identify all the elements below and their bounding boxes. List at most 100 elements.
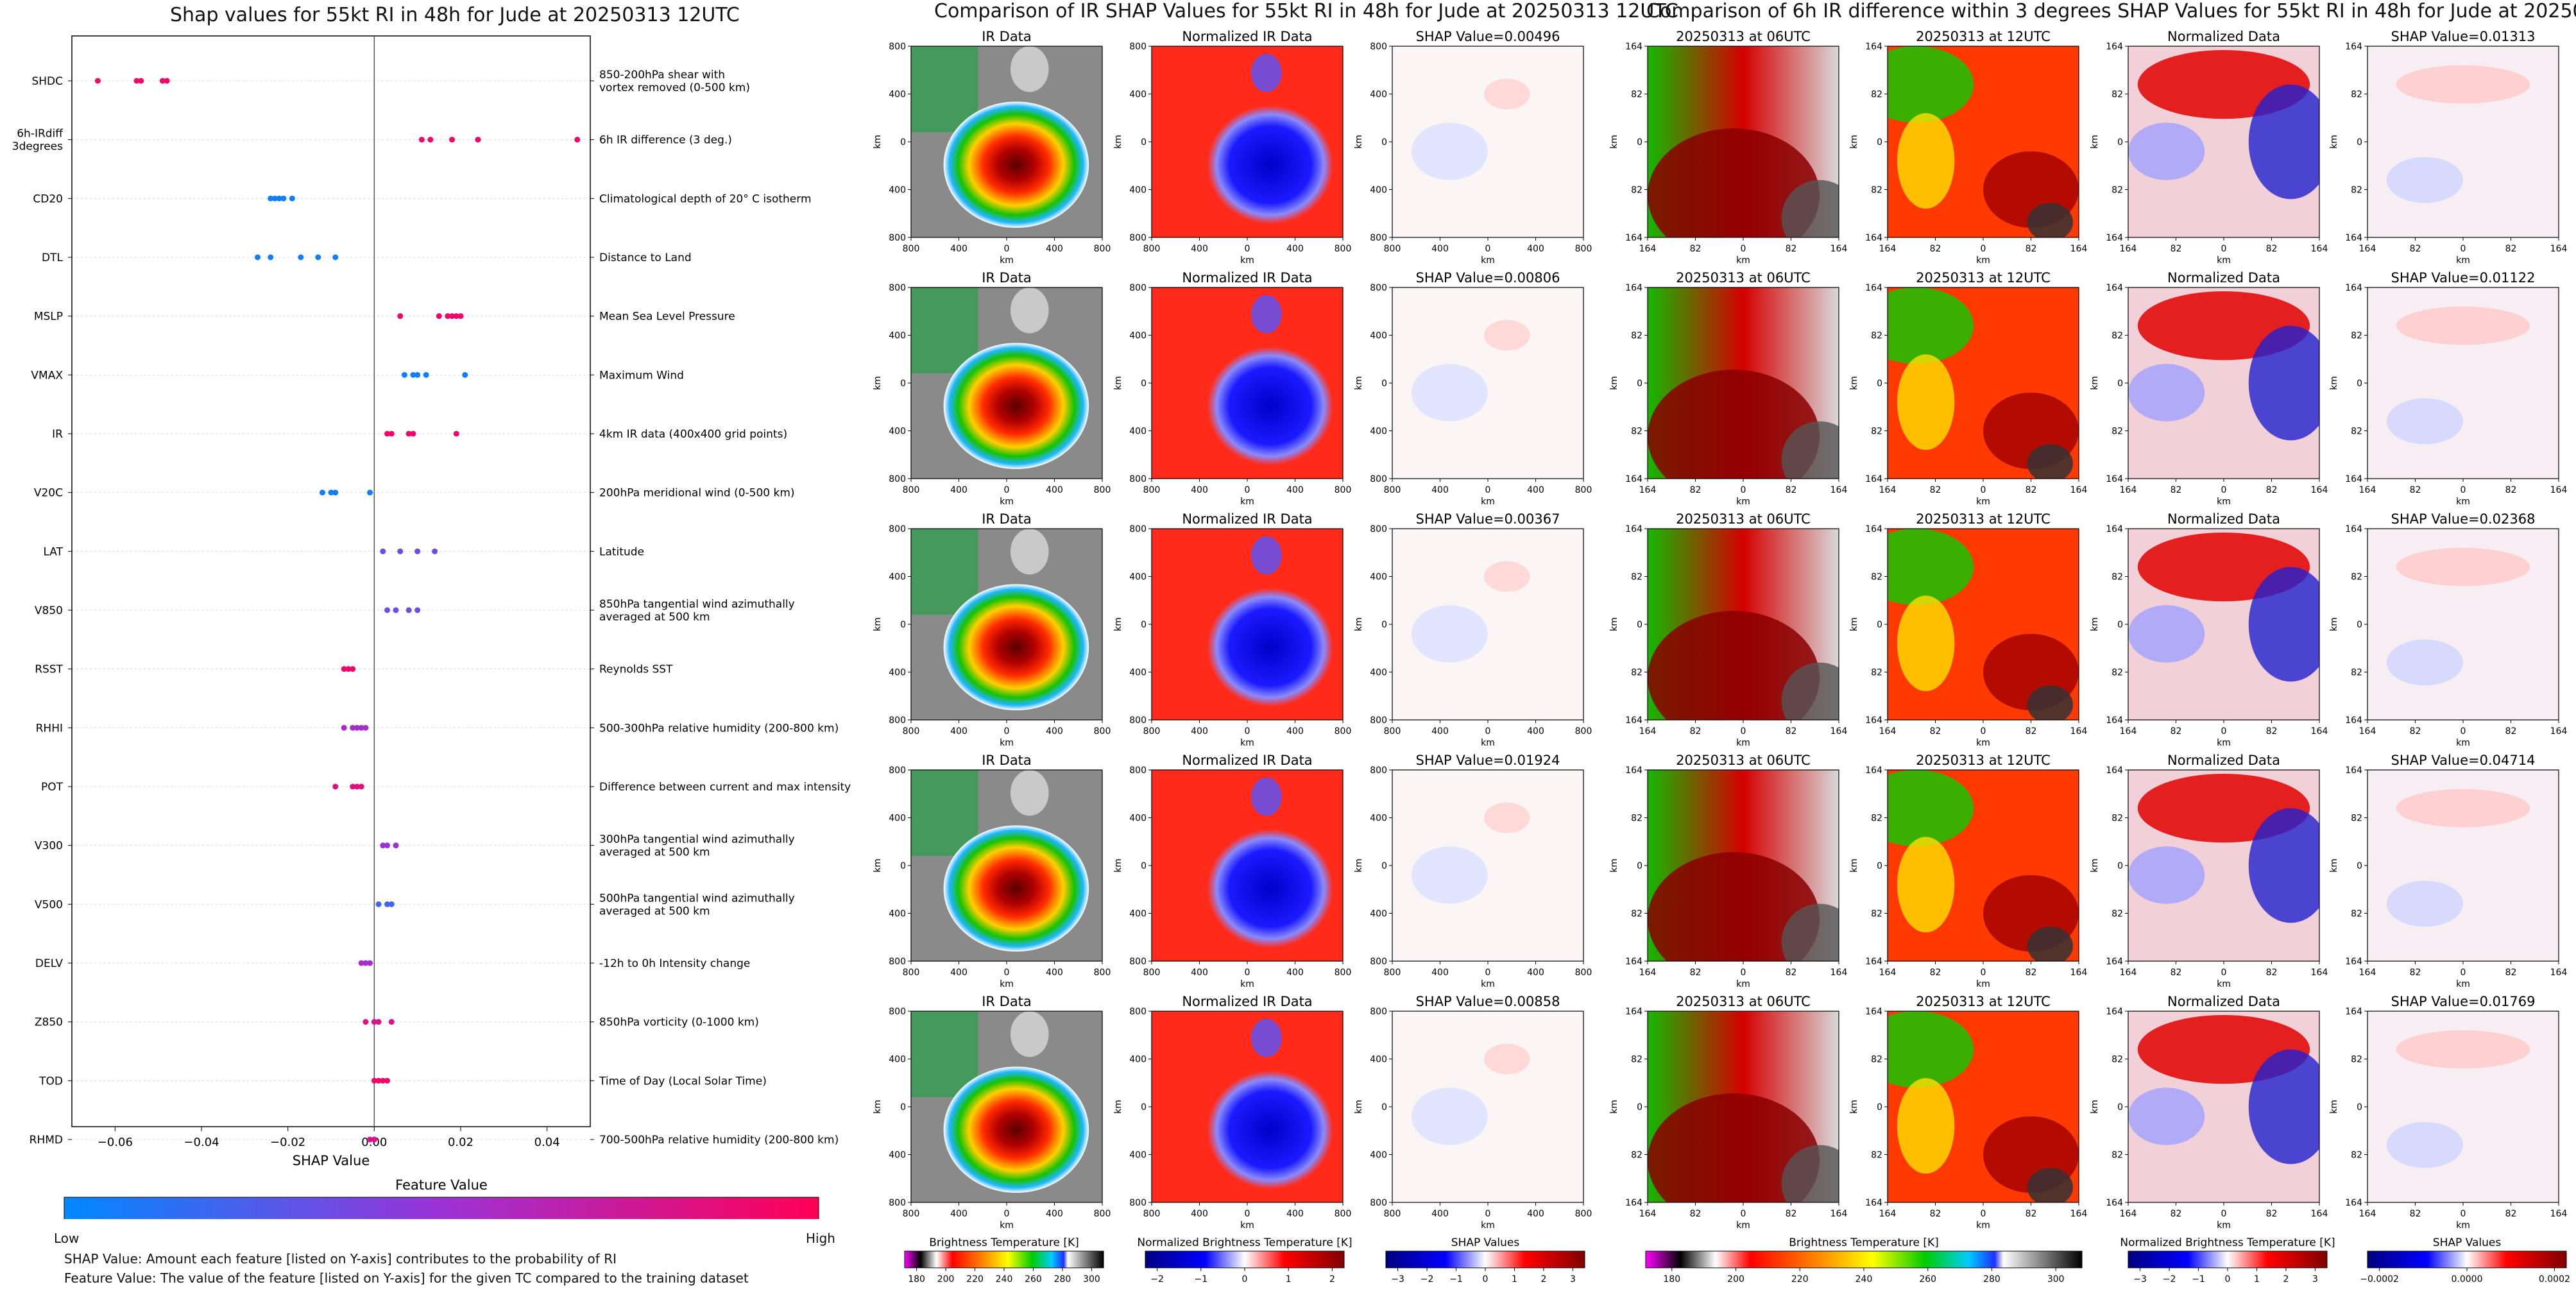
shap-point [341,666,347,672]
feature-name-label: 6h-IRdiff 3degrees [12,128,64,153]
axis-tick-label: 0 [1004,485,1010,495]
panel-title: SHAP Value=0.00367 [1416,511,1560,527]
axis-tick-label: 82 [2026,244,2037,254]
axis-tick-label: 0 [1877,1102,1882,1113]
colorbar-label: Brightness Temperature [K] [1789,1236,1938,1249]
axis-tick-label: 0 [2357,137,2362,148]
panel-title: 20250313 at 12UTC [1916,994,2051,1009]
axis-tick-label: 0 [2357,861,2362,871]
axis-tick-label: 800 [1129,765,1147,776]
axis-tick-label: 400 [1370,1055,1387,1065]
axis-label: km [1849,858,1859,873]
axis-tick-label: 0 [1485,1209,1491,1219]
axis-label: km [2217,738,2231,748]
axis-label: km [1354,135,1364,149]
image-panel: Normalized IR Data8008004004000040040080… [1113,270,1351,507]
axis-tick-label: 164 [1879,485,1897,495]
shap-point [414,371,421,378]
axis-tick-label: 800 [1370,765,1387,776]
axis-tick-label: 0 [1381,620,1387,630]
axis-tick-label: 82 [2351,909,2362,919]
axis-tick-label: 82 [1631,572,1642,583]
axis-tick-label: 0 [1637,379,1642,389]
shap-point [384,431,391,437]
shap-point [405,431,412,437]
shap-point [418,137,425,143]
axis-tick-label: 82 [1871,331,1882,341]
axis-tick-label: 82 [2111,427,2123,437]
axis-tick-label: 800 [1129,474,1147,484]
shap-point [371,1019,377,1025]
colorbar-tick-label: −3 [2133,1274,2147,1285]
axis-tick-label: 0 [1981,485,1986,495]
colorbar-tick-label: 200 [1727,1274,1744,1285]
axis-label: km [1736,738,1750,748]
axis-tick-label: 800 [1575,485,1592,495]
colorbar-tick-label: 0 [2225,1274,2231,1285]
axis-tick-label: 82 [2111,331,2123,341]
axis-tick-label: 400 [1527,968,1544,978]
axis-tick-label: 164 [2345,42,2362,52]
axis-tick-label: 0 [900,620,906,630]
axis-tick-label: 164 [1830,968,1848,978]
shap-point [354,783,360,790]
axis-tick-label: 164 [1830,485,1848,495]
axis-tick-label: 164 [1879,726,1897,737]
axis-tick-label: 800 [1370,524,1387,534]
axis-tick-label: 400 [1370,572,1387,583]
feature-name-label: POT [41,781,64,794]
shap-point [159,78,166,84]
shap-point [358,724,364,731]
feature-name-label: DTL [42,252,63,264]
axis-tick-label: 164 [1639,244,1657,254]
axis-tick-label: 400 [1129,427,1147,437]
axis-tick-label: 0 [1245,244,1250,254]
axis-label: km [1000,497,1014,507]
axis-tick-label: 400 [1286,1209,1304,1219]
axis-tick-label: 0 [1637,620,1642,630]
axis-tick-label: 400 [889,668,906,678]
shap-point [367,490,373,496]
colorbar-tick-label: −1 [1194,1274,1207,1285]
axis-tick-label: 164 [2345,283,2362,293]
colorbar-tick-label: 180 [1663,1274,1680,1285]
axis-tick-label: 0 [900,379,906,389]
colorbar-tick-label: 3 [2312,1274,2318,1285]
axis-tick-label: 82 [2351,1055,2362,1065]
axis-tick-label: 400 [1431,726,1449,737]
axis-tick-label: 164 [1865,715,1882,726]
colorbar: Brightness Temperature [K] 180 200 220 240 26… [1645,1236,2083,1285]
shap-point [94,78,101,84]
shap-point [363,724,369,731]
axis-tick-label: 800 [1384,1209,1401,1219]
axis-tick-label: 0 [2117,379,2123,389]
axis-tick-label: 82 [2111,1150,2123,1161]
axis-tick-label: 82 [1631,427,1642,437]
axis-label: km [1976,979,1990,989]
axis-tick-label: 0 [1877,861,1882,871]
axis-tick-label: 82 [2505,1209,2517,1219]
axis-tick-label: 82 [1631,1150,1642,1161]
panel-title: Normalized IR Data [1182,994,1312,1009]
axis-tick-label: 400 [1129,185,1147,196]
axis-tick-label: 164 [2106,957,2123,967]
axis-tick-label: 82 [1930,1209,1941,1219]
colorbar: Brightness Temperature [K] 180 200 220 240 26… [904,1236,1104,1285]
axis-tick-label: 164 [1625,283,1642,293]
axis-tick-label: 400 [1527,726,1544,737]
axis-tick-label: 0 [2221,244,2227,254]
axis-tick-label: 0 [1637,1102,1642,1113]
feature-description-label: Latitude [599,545,644,558]
panel-title: 20250313 at 06UTC [1676,270,1811,286]
axis-tick-label: 400 [889,909,906,919]
axis-tick-label: 164 [1879,1209,1897,1219]
axis-tick-label: 400 [1370,1150,1387,1161]
colorbar-tick-label: 240 [1855,1274,1873,1285]
axis-tick-label: 164 [2359,968,2376,978]
axis-tick-label: 82 [2351,572,2362,583]
axis-label: km [1000,738,1014,748]
axis-label: km [873,135,883,149]
axis-tick-label: 82 [2505,485,2517,495]
